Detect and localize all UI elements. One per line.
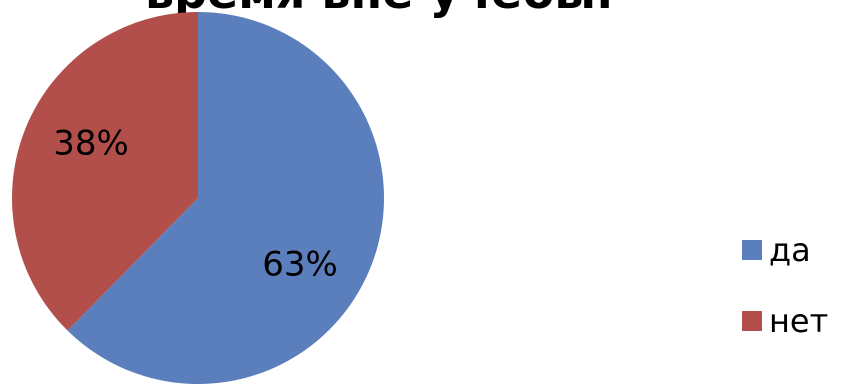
legend-label-net: нет xyxy=(769,302,829,340)
legend-item-da: да xyxy=(742,232,842,268)
pie-slice-da xyxy=(67,12,385,385)
pie-slice-net xyxy=(11,12,198,331)
legend-item-net: нет xyxy=(742,303,842,339)
legend-swatch-net xyxy=(742,311,762,331)
data-label-net: 38% xyxy=(53,124,129,164)
data-label-da: 63% xyxy=(262,245,338,285)
legend: да нет xyxy=(742,232,842,374)
chart-title: время вне учебы. xyxy=(145,0,613,15)
legend-swatch-da xyxy=(742,240,762,260)
legend-label-da: да xyxy=(769,231,811,269)
